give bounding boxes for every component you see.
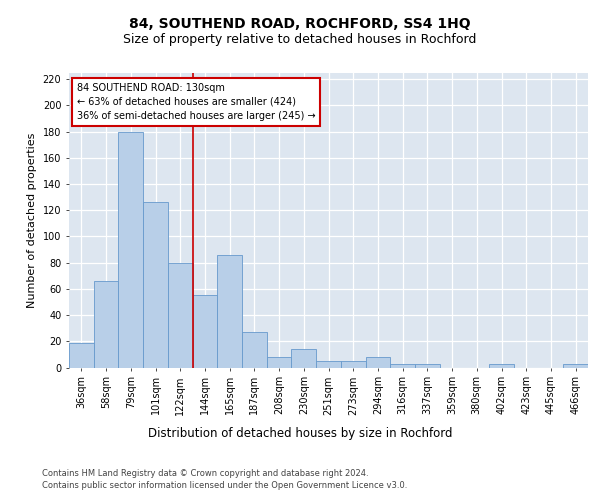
Y-axis label: Number of detached properties: Number of detached properties	[27, 132, 37, 308]
Bar	[563, 364, 588, 368]
Text: 84 SOUTHEND ROAD: 130sqm
← 63% of detached houses are smaller (424)
36% of semi-: 84 SOUTHEND ROAD: 130sqm ← 63% of detach…	[77, 83, 316, 121]
Bar	[316, 361, 341, 368]
Text: Contains HM Land Registry data © Crown copyright and database right 2024.: Contains HM Land Registry data © Crown c…	[42, 468, 368, 477]
Bar	[267, 357, 292, 368]
Bar	[143, 202, 168, 368]
Bar	[168, 262, 193, 368]
Bar	[292, 349, 316, 368]
Bar	[217, 254, 242, 368]
Bar	[242, 332, 267, 368]
Text: Distribution of detached houses by size in Rochford: Distribution of detached houses by size …	[148, 428, 452, 440]
Bar	[365, 357, 390, 368]
Text: Size of property relative to detached houses in Rochford: Size of property relative to detached ho…	[124, 32, 476, 46]
Bar	[69, 342, 94, 367]
Text: 84, SOUTHEND ROAD, ROCHFORD, SS4 1HQ: 84, SOUTHEND ROAD, ROCHFORD, SS4 1HQ	[129, 18, 471, 32]
Text: Contains public sector information licensed under the Open Government Licence v3: Contains public sector information licen…	[42, 481, 407, 490]
Bar	[94, 281, 118, 368]
Bar	[415, 364, 440, 368]
Bar	[118, 132, 143, 368]
Bar	[193, 296, 217, 368]
Bar	[390, 364, 415, 368]
Bar	[341, 361, 365, 368]
Bar	[489, 364, 514, 368]
